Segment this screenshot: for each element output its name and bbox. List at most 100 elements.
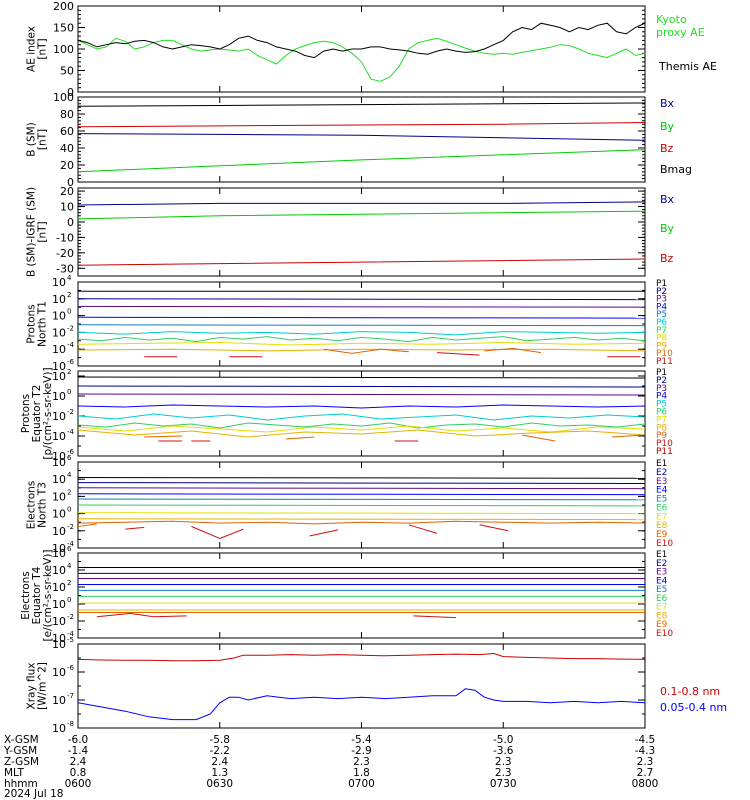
y-tick-exponent: -7 xyxy=(67,692,74,700)
x-axis-row-x-gsm: X-GSM -6.0 -5.8 -5.4 -5.0 -4.5 xyxy=(4,734,655,746)
legend-label: E5 xyxy=(656,585,667,595)
legend-label: E9 xyxy=(656,620,668,630)
x-axis-value: 2.3 xyxy=(353,756,370,768)
y-tick-exponent: -6 xyxy=(67,664,75,672)
y-tick-exponent: 0 xyxy=(67,506,71,514)
y-axis-label: Equator T2 xyxy=(31,385,43,443)
y-tick-label: 10 xyxy=(52,326,66,339)
series-line-bz xyxy=(78,258,645,266)
legend-label: P9 xyxy=(656,341,667,351)
x-axis-row-label: Y-GSM xyxy=(3,745,37,757)
legend-label: E9 xyxy=(656,530,668,540)
y-axis-label: [p/(cm²-s-sr-keV)] xyxy=(42,367,54,459)
y-axis-label: Electrons xyxy=(20,571,32,620)
y-tick-label: 80 xyxy=(60,108,74,121)
legend-label: Kyoto xyxy=(656,13,687,26)
legend-label: E6 xyxy=(656,503,668,513)
b-sm-frame xyxy=(77,96,646,183)
y-axis-label: Equator T4 xyxy=(31,566,43,624)
y-tick-label: -30 xyxy=(56,262,74,275)
data-segment xyxy=(408,524,438,534)
series-line-p9 xyxy=(78,348,645,352)
y-tick-exponent: -4 xyxy=(67,630,75,638)
x-axis-value: -5.8 xyxy=(210,734,231,746)
y-tick-exponent: 0 xyxy=(67,308,71,316)
legend-label: E10 xyxy=(656,629,673,639)
series-line-p8 xyxy=(78,429,645,438)
series-line-p1 xyxy=(78,376,645,379)
legend-label: Bx xyxy=(660,193,675,206)
y-tick-exponent: -6 xyxy=(67,358,75,366)
series-line-themis-ae xyxy=(78,22,645,59)
x-axis-value: 1.3 xyxy=(211,767,228,779)
x-axis-row-label: hhmm xyxy=(4,778,38,790)
y-tick-label: 10 xyxy=(52,542,66,555)
y-axis-label: AE index xyxy=(26,26,38,72)
b-minus-igrf-frame xyxy=(77,187,646,277)
legend-label: P10 xyxy=(656,349,673,359)
x-axis-value: 2.3 xyxy=(495,767,512,779)
y-tick-label: 10 xyxy=(52,473,66,486)
legend-label: P11 xyxy=(656,357,673,367)
y-tick-exponent: -2 xyxy=(67,613,74,621)
x-axis-value: -1.4 xyxy=(68,745,89,757)
y-tick-label: 10 xyxy=(52,390,66,403)
x-axis-value: -3.6 xyxy=(493,745,514,757)
legend-label: By xyxy=(660,120,675,133)
protons-equator-t2-frame xyxy=(77,370,646,457)
y-axis-label: [nT] xyxy=(37,221,49,242)
y-tick-label: 0 xyxy=(67,176,74,189)
protons-north-t1-frame xyxy=(77,281,646,367)
y-tick-label: 10 xyxy=(60,201,74,214)
x-axis-row-label: MLT xyxy=(4,767,24,779)
y-tick-exponent: -2 xyxy=(67,523,74,531)
series-line-p8 xyxy=(78,341,645,346)
series-line-kyoto-proxy-ae xyxy=(78,37,645,82)
y-tick-exponent: -4 xyxy=(67,540,75,548)
y-tick-label: 10 xyxy=(52,722,66,735)
y-tick-label: 20 xyxy=(60,159,74,172)
date-label: 2024 Jul 18 xyxy=(4,788,63,800)
x-axis-value: 2.3 xyxy=(495,756,512,768)
series-line-e1 xyxy=(78,477,645,479)
y-tick-label: 100 xyxy=(53,91,74,104)
y-tick-label: 10 xyxy=(52,666,66,679)
legend-label: P10 xyxy=(656,439,673,449)
data-segment xyxy=(323,348,409,354)
y-axis-label: Xray flux xyxy=(26,663,38,710)
legend-label: P5 xyxy=(656,310,667,320)
x-axis-value: -4.5 xyxy=(635,734,656,746)
series-line-e8 xyxy=(78,518,645,521)
y-tick-label: 10 xyxy=(52,293,66,306)
y-tick-exponent: 2 xyxy=(67,368,71,376)
legend-label: P7 xyxy=(656,415,667,425)
data-segment xyxy=(144,435,182,438)
data-segment xyxy=(479,524,509,532)
x-axis-value: 2.4 xyxy=(211,756,228,768)
legend-label: proxy AE xyxy=(656,26,705,39)
x-axis-value: 0800 xyxy=(632,778,659,790)
legend-label: E10 xyxy=(656,539,673,549)
y-tick-exponent: -2 xyxy=(67,324,74,332)
y-tick-label: 0 xyxy=(67,216,74,229)
legend-label: E3 xyxy=(656,568,667,578)
data-segment xyxy=(285,436,315,440)
legend-label: P4 xyxy=(656,302,667,312)
series-line-p4 xyxy=(78,404,645,409)
legend-label: P2 xyxy=(656,376,667,386)
data-segment xyxy=(125,526,145,530)
y-tick-label: 40 xyxy=(60,142,74,155)
y-axis-label: [W/m^2] xyxy=(37,662,49,710)
legend-label: 0.05-0.4 nm xyxy=(660,701,727,714)
y-tick-exponent: -2 xyxy=(67,408,74,416)
legend-label: P1 xyxy=(656,279,667,289)
series-line-p5 xyxy=(78,324,645,327)
series-line-bx xyxy=(78,133,645,141)
series-line-p2 xyxy=(78,298,645,301)
x-axis-value: 0600 xyxy=(65,778,92,790)
